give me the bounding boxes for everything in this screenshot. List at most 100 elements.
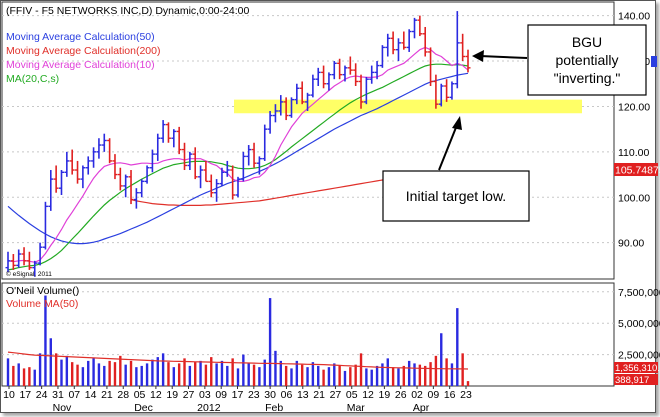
price-bar xyxy=(326,72,332,91)
price-bar xyxy=(69,149,75,175)
date-tick-label: 23 xyxy=(248,389,260,401)
price-bar xyxy=(267,110,273,134)
ma20-line xyxy=(7,63,469,271)
price-bar xyxy=(112,154,118,180)
price-bar xyxy=(353,63,359,87)
price-bar xyxy=(363,76,369,105)
price-bar xyxy=(149,149,155,173)
volume-bar xyxy=(456,308,459,386)
volume-bar xyxy=(268,298,272,386)
volume-bar xyxy=(215,363,218,386)
chart-title: (FFIV - F5 NETWORKS INC,D) Dynamic,0:00-… xyxy=(6,5,249,17)
volume-bar xyxy=(370,369,373,386)
volume-bar xyxy=(300,364,304,386)
price-tick-label: 120.00 xyxy=(618,101,650,113)
date-tick-label: 09 xyxy=(215,389,227,401)
date-tick-label: 19 xyxy=(166,389,178,401)
date-tick-label: 13 xyxy=(297,389,309,401)
date-tick-label: 31 xyxy=(52,389,64,401)
legend-ma50: Moving Average Calculation(50) xyxy=(6,31,155,43)
price-bar xyxy=(91,147,97,168)
price-bar xyxy=(48,170,54,211)
volume-tick-label: 7,500,000 xyxy=(618,287,660,299)
date-tick-label: 17 xyxy=(232,389,244,401)
date-tick-label: 27 xyxy=(183,389,195,401)
price-bar xyxy=(165,122,171,143)
volume-bar xyxy=(359,353,363,386)
price-tick-label: 140.00 xyxy=(618,11,650,23)
price-bar xyxy=(21,247,27,266)
volume-bar xyxy=(226,365,229,386)
volume-bar xyxy=(461,353,464,386)
price-bar xyxy=(321,65,327,89)
price-bar xyxy=(26,251,32,270)
price-bar xyxy=(390,31,396,55)
price-tick-label: 110.00 xyxy=(618,147,649,159)
volume-bar xyxy=(119,355,122,386)
price-bar xyxy=(433,74,439,109)
date-tick-label: 03 xyxy=(199,389,211,401)
volume-bar xyxy=(81,367,85,386)
price-bar xyxy=(454,11,460,89)
date-tick-label: 14 xyxy=(85,389,97,401)
price-bar xyxy=(235,176,241,198)
price-bar xyxy=(246,145,252,166)
volume-bar xyxy=(172,367,176,386)
volume-bar xyxy=(407,360,411,386)
price-bar xyxy=(155,133,161,161)
volume-bar xyxy=(140,365,143,386)
volume-bar xyxy=(103,365,106,386)
price-bar xyxy=(42,201,48,250)
legend-ma10: Moving Average Calculation(10) xyxy=(6,59,155,71)
ma50-edge-marker xyxy=(651,56,657,67)
volume-bar xyxy=(22,368,26,386)
target-arrow-line xyxy=(438,124,458,171)
volume-bar xyxy=(450,363,454,386)
volume-bar xyxy=(424,365,427,386)
price-bar xyxy=(294,83,300,105)
volume-ma-path xyxy=(7,351,469,370)
price-bar xyxy=(58,170,64,195)
volume-bar xyxy=(124,364,127,386)
volume-bar xyxy=(317,365,320,386)
volume-bar xyxy=(434,355,438,386)
legend-ma200: Moving Average Calculation(200) xyxy=(6,45,160,57)
volume-bar xyxy=(87,360,90,386)
price-bar xyxy=(347,56,353,75)
price-bar xyxy=(460,33,466,62)
grid-lines xyxy=(2,15,614,356)
bgu-line-3: "inverting." xyxy=(554,70,621,86)
price-bar xyxy=(128,170,134,205)
price-tick-label: 100.00 xyxy=(618,192,650,204)
price-label-box xyxy=(614,163,658,176)
volume-bar xyxy=(252,364,256,386)
price-bar xyxy=(16,249,22,268)
price-bar xyxy=(310,74,316,98)
price-bar xyxy=(262,124,268,161)
date-tick-label: 24 xyxy=(36,389,48,401)
volume-tick-label: 2,500,000 xyxy=(618,350,660,362)
price-bar xyxy=(256,156,262,175)
price-bar xyxy=(139,179,145,198)
volume-bar xyxy=(333,363,336,386)
volume-bar xyxy=(220,360,224,386)
price-bar xyxy=(305,92,311,111)
date-tick-label: 09 xyxy=(428,389,440,401)
price-bar xyxy=(208,174,214,198)
volume-bar xyxy=(295,360,299,386)
bgu-arrow-head xyxy=(472,50,484,62)
price-bar xyxy=(101,133,107,152)
volume-bar xyxy=(151,359,154,386)
month-label: 2012 xyxy=(197,402,221,414)
volume-label: 388,917 xyxy=(615,375,649,386)
volume-title: O'Neil Volume() xyxy=(6,285,79,297)
price-bar xyxy=(272,104,278,123)
price-bar xyxy=(337,58,343,80)
date-tick-label: 17 xyxy=(19,389,31,401)
volume-bar xyxy=(391,367,395,386)
price-bar xyxy=(331,61,337,80)
volume-bar xyxy=(440,333,443,386)
price-bar xyxy=(374,61,380,80)
date-tick-label: 05 xyxy=(346,389,358,401)
